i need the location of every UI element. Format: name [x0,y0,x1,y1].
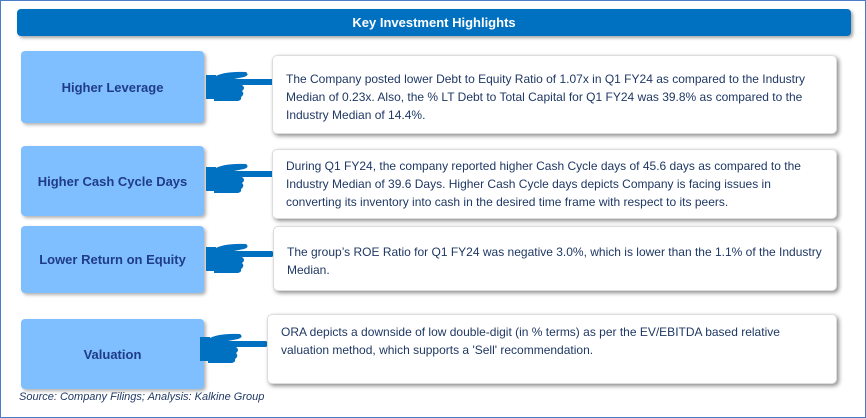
highlight-detail-leverage: The Company posted lower Debt to Equity … [272,55,837,134]
highlight-label-cash-cycle: Higher Cash Cycle Days [21,146,204,216]
highlight-label-valuation: Valuation [21,319,204,389]
source-note: Source: Company Filings; Analysis: Kalki… [19,391,265,403]
pointing-hand-icon [206,161,276,195]
section-header: Key Investment Highlights [17,9,851,36]
highlight-label-roe: Lower Return on Equity [21,226,204,293]
highlight-detail-roe: The group’s ROE Ratio for Q1 FY24 was ne… [273,226,837,291]
pointing-hand-icon [206,69,276,103]
highlight-detail-valuation: ORA depicts a downside of low double-dig… [267,314,837,384]
pointing-hand-icon [200,331,270,365]
highlight-label-leverage: Higher Leverage [21,51,204,123]
highlight-detail-cash-cycle: During Q1 FY24, the company reported hig… [272,149,837,219]
pointing-hand-icon [206,241,276,275]
